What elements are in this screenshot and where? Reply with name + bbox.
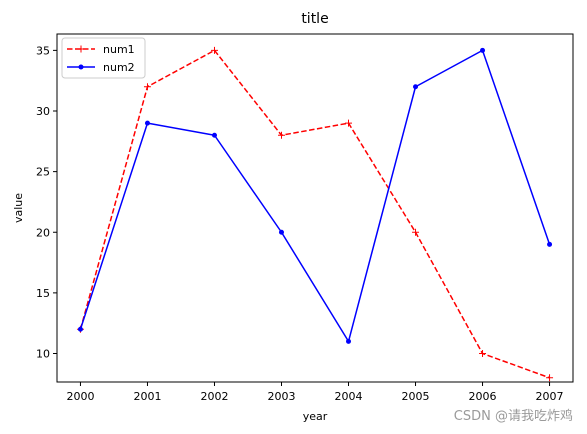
chart-title: title	[301, 11, 328, 27]
y-tick-label: 25	[36, 166, 50, 179]
legend-label: num2	[103, 61, 135, 74]
data-point-num1	[546, 374, 554, 382]
y-tick-label: 35	[36, 44, 50, 57]
x-tick-label: 2007	[536, 390, 564, 403]
data-point-num2	[346, 338, 352, 344]
data-point-num1	[277, 131, 285, 139]
data-point-num1	[345, 119, 353, 127]
y-tick-label: 20	[36, 226, 50, 239]
data-point-num2	[144, 120, 150, 126]
data-point-num1	[143, 83, 151, 91]
x-tick-label: 2001	[133, 390, 161, 403]
data-point-num2	[278, 229, 284, 235]
series-line-num2	[79, 49, 551, 343]
legend-marker	[78, 64, 84, 70]
y-axis-title: value	[12, 193, 25, 223]
x-tick-label: 2006	[469, 390, 497, 403]
x-axis: 2000 2001 2002 2003 2004 2005 2006 2007	[66, 382, 564, 403]
data-point-num1	[479, 350, 487, 358]
series-num1	[76, 46, 554, 382]
series-num2	[77, 47, 553, 344]
data-point-num2	[77, 326, 83, 332]
data-point-num2	[211, 132, 217, 138]
data-point-num1	[412, 228, 420, 236]
y-tick-label: 30	[36, 105, 50, 118]
data-point-num2	[480, 47, 486, 53]
data-point-num2	[547, 241, 553, 247]
data-point-num1	[210, 46, 218, 54]
y-tick-label: 15	[36, 287, 50, 300]
plot-frame	[56, 33, 574, 383]
y-tick-label: 10	[36, 348, 50, 361]
x-tick-label: 2004	[335, 390, 363, 403]
plot-area: 2000 2001 2002 2003 2004 2005 2006 2007 10 15 20 2…	[36, 33, 574, 403]
x-tick-label: 2005	[402, 390, 430, 403]
data-point-num2	[413, 84, 419, 90]
series-layer	[76, 46, 554, 382]
legend-label: num1	[103, 43, 135, 56]
x-tick-label: 2000	[66, 390, 94, 403]
y-axis: 10 15 20 25 30 35	[36, 44, 57, 361]
x-tick-label: 2002	[200, 390, 228, 403]
legend: num1 num2	[61, 37, 146, 79]
x-tick-label: 2003	[267, 390, 295, 403]
legend-item-num1: num1	[67, 43, 135, 56]
watermark: CSDN @请我吃炸鸡	[454, 408, 573, 424]
legend-item-num2: num2	[67, 61, 135, 74]
series-line-num1	[79, 49, 550, 379]
legend-marker	[77, 45, 85, 53]
x-axis-title: year	[303, 410, 328, 423]
